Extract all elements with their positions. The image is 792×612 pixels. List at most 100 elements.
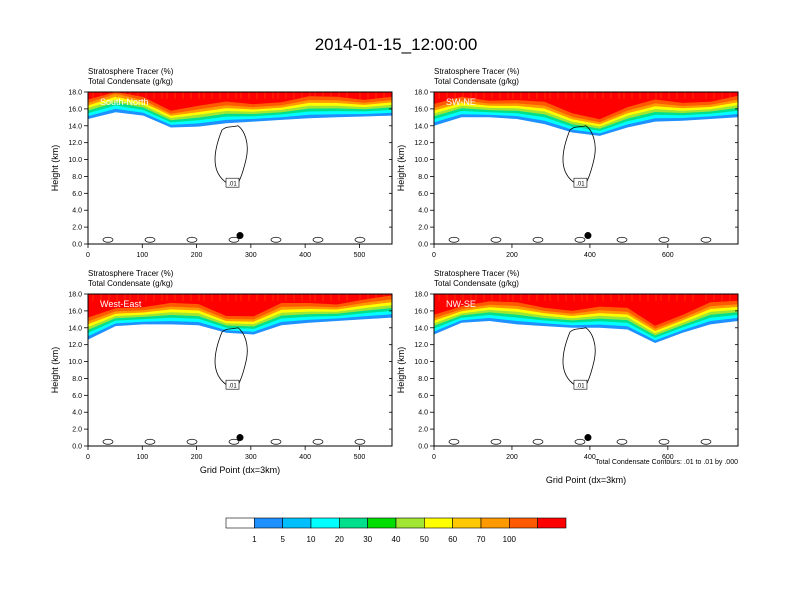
colorbar-swatch (367, 517, 397, 529)
low-contour (186, 438, 198, 445)
colorbar: 1 5 10 20 30 40 50 60 70 100 (225, 517, 567, 544)
y-tick-label: 18.0 (68, 292, 82, 299)
y-tick-label: 14.0 (414, 123, 428, 130)
y-tick-label: 8.0 (72, 376, 82, 383)
colorbar-level: 20 (335, 535, 344, 544)
colorbar-swatch (339, 517, 368, 529)
colorbar-level: 60 (448, 535, 457, 544)
tracer-band-7 (88, 294, 392, 318)
low-contour (312, 236, 324, 243)
x-tick-label: 0 (432, 454, 436, 461)
panel-title-line1: Stratosphere Tracer (%) (88, 269, 174, 278)
x-tick-label: 400 (584, 252, 596, 259)
low-contour (228, 236, 240, 243)
y-tick-label: 0.0 (418, 444, 428, 451)
y-tick-label: 8.0 (72, 174, 82, 181)
y-tick-label: 4.0 (72, 410, 82, 417)
y-tick-label: 2.0 (418, 225, 428, 232)
x-tick-label: 200 (506, 454, 518, 461)
panel-sw-ne: .01 SW-NE Stratosphere Tracer (%)Total Con… (396, 67, 739, 259)
colorbar-swatch (254, 517, 283, 529)
contour-label: .01 (576, 182, 585, 188)
panel-title-line2: Total Condensate (g/kg) (88, 77, 173, 86)
low-contour (490, 236, 502, 243)
x-tick-label: 0 (432, 252, 436, 259)
low-contour (574, 236, 586, 243)
y-tick-label: 6.0 (72, 393, 82, 400)
x-axis-label: Grid Point (dx=3km) (546, 475, 626, 485)
plot-frame (433, 91, 739, 245)
colorbar-level: 30 (363, 535, 372, 544)
colorbar-swatch (424, 517, 453, 529)
plot-area: .01 (434, 92, 738, 244)
panel-title-line1: Stratosphere Tracer (%) (88, 67, 174, 76)
colorbar-level: 1 (252, 535, 257, 544)
colorbar-level: 5 (280, 535, 285, 544)
storm-marker (584, 434, 592, 442)
y-tick-label: 8.0 (418, 174, 428, 181)
y-tick-label: 10.0 (414, 359, 428, 366)
x-tick-label: 0 (86, 454, 90, 461)
x-axis-label: Grid Point (dx=3km) (200, 465, 280, 475)
y-tick-label: 12.0 (68, 342, 82, 349)
y-tick-label: 2.0 (72, 225, 82, 232)
x-tick-label: 500 (354, 454, 366, 461)
colorbar-level: 10 (307, 535, 316, 544)
condensate-contour (214, 327, 248, 390)
contour-label-box (225, 379, 240, 390)
low-contour (270, 438, 282, 445)
colorbar-swatch (537, 517, 567, 529)
contour-label: .01 (228, 182, 237, 188)
x-tick-label: 300 (245, 252, 257, 259)
low-contour (616, 236, 628, 243)
y-tick-label: 0.0 (418, 242, 428, 249)
x-tick-label: 0 (86, 252, 90, 259)
colorbar-swatch (480, 517, 510, 529)
low-contour (102, 438, 114, 445)
y-tick-label: 6.0 (418, 393, 428, 400)
contour-label-box (573, 177, 588, 188)
storm-marker (236, 434, 244, 442)
condensate-contour (214, 125, 248, 188)
y-axis-label: Height (km) (50, 347, 60, 394)
contour-label: .01 (228, 384, 237, 390)
tracer-band-7 (434, 92, 738, 120)
y-tick-label: 6.0 (72, 191, 82, 198)
panel-label: West-East (100, 299, 142, 309)
x-tick-label: 400 (299, 252, 311, 259)
y-tick-label: 18.0 (414, 292, 428, 299)
colorbar-swatch (395, 517, 425, 529)
panel-south-north: .01 South-North Stratosphere Tracer (%)Tot… (50, 67, 393, 259)
colorbar-swatch (310, 517, 340, 529)
x-tick-label: 100 (136, 454, 148, 461)
y-tick-label: 16.0 (68, 106, 82, 113)
low-contour (700, 438, 712, 445)
contour-label-box (225, 177, 240, 188)
tracer-band-7 (88, 92, 392, 111)
low-contour (186, 236, 198, 243)
plot-area: .01 (434, 294, 738, 446)
storm-marker (584, 232, 592, 240)
plot-frame (87, 91, 393, 245)
y-tick-label: 16.0 (68, 308, 82, 315)
tracer-band-7 (434, 294, 738, 326)
low-contour (270, 236, 282, 243)
y-tick-label: 16.0 (414, 106, 428, 113)
plot-area: .01 (88, 92, 392, 244)
condensate-contour (562, 125, 596, 188)
contour-label: .01 (576, 384, 585, 390)
y-tick-label: 4.0 (72, 208, 82, 215)
plot-frame (87, 293, 393, 447)
y-tick-label: 2.0 (418, 427, 428, 434)
storm-marker (236, 232, 244, 240)
panel-title-line2: Total Condensate (g/kg) (434, 77, 519, 86)
panel-label: NW-SE (446, 299, 476, 309)
y-tick-label: 14.0 (414, 325, 428, 332)
y-tick-label: 8.0 (418, 376, 428, 383)
low-contour (658, 438, 670, 445)
x-tick-label: 400 (584, 454, 596, 461)
y-tick-label: 10.0 (68, 359, 82, 366)
y-axis-label: Height (km) (396, 145, 406, 192)
